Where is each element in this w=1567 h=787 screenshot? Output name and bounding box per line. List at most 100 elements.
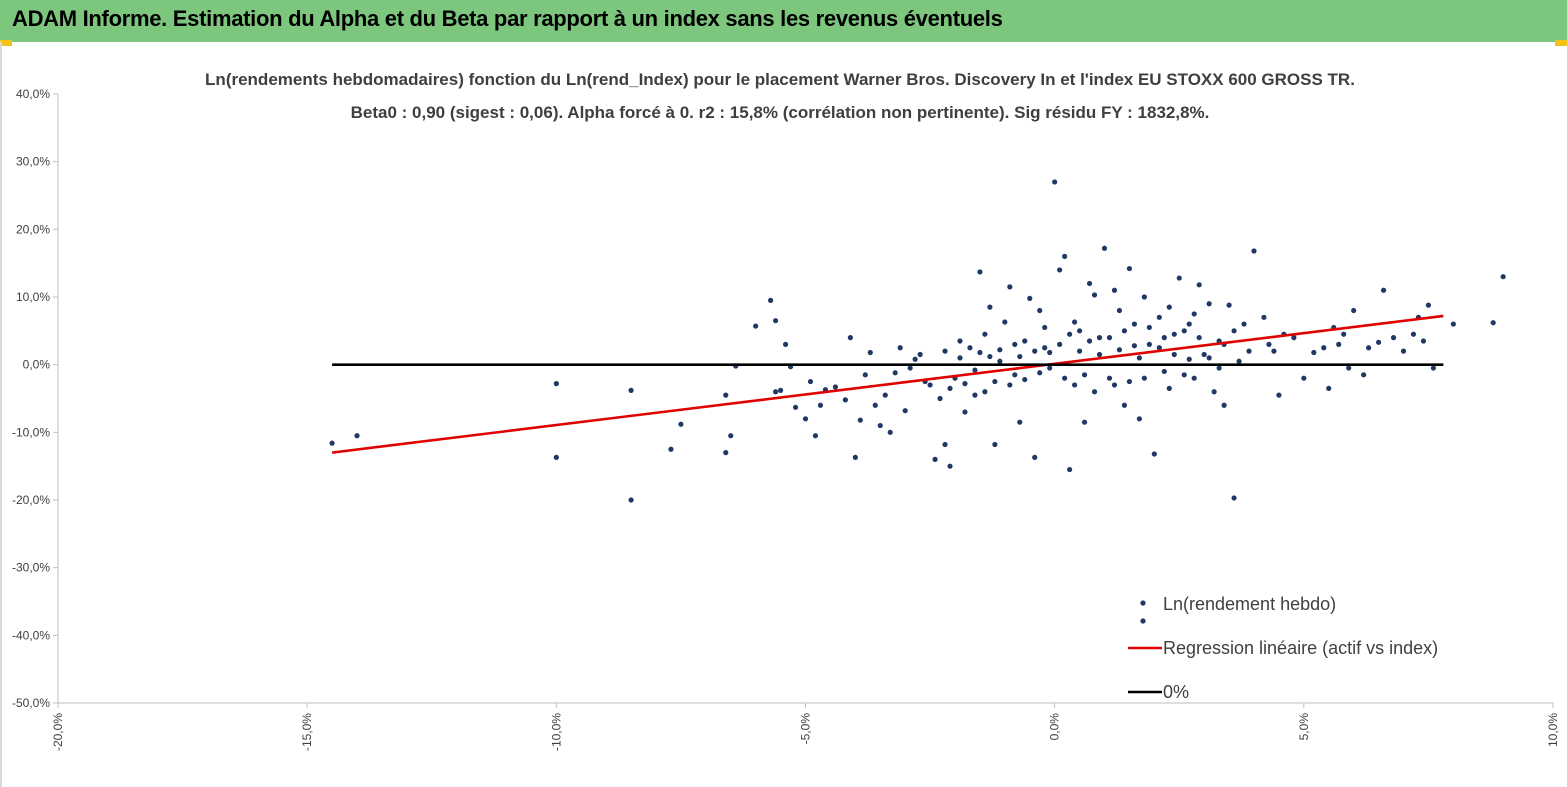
data-point [997, 347, 1003, 353]
data-point [1042, 324, 1048, 331]
data-point [977, 349, 983, 356]
data-point [1062, 375, 1068, 381]
data-point [782, 341, 789, 347]
data-point [1047, 365, 1053, 371]
data-point [872, 402, 878, 408]
data-point [942, 348, 948, 354]
data-point [1231, 328, 1237, 334]
data-point [1007, 284, 1013, 290]
data-point [1096, 351, 1103, 358]
data-point [1032, 348, 1038, 354]
data-point [329, 440, 335, 446]
x-tick-label: -10,0% [549, 713, 563, 751]
data-point [1091, 292, 1098, 298]
data-point [972, 367, 978, 373]
data-point [1236, 358, 1242, 364]
data-point [1057, 267, 1063, 273]
data-point [1121, 328, 1128, 334]
data-point [1380, 287, 1387, 293]
data-point [1096, 335, 1103, 341]
chart-axes: 40,0% 30,0% 20,0% 10,0% 0,0% -10,0% -20,0% -30,… [12, 87, 1560, 751]
chart-points [329, 179, 1506, 503]
data-point [842, 397, 848, 403]
data-point [1072, 382, 1078, 388]
data-point [1081, 372, 1088, 378]
data-point [807, 378, 814, 385]
data-point [997, 358, 1003, 364]
x-tick-label: 5,0% [1297, 713, 1311, 741]
data-point [1131, 343, 1137, 349]
data-point [1186, 356, 1192, 362]
page-title: ADAM Informe. Estimation du Alpha et du … [12, 6, 1003, 31]
data-point [1206, 355, 1212, 361]
data-point [1221, 402, 1227, 408]
data-point [1400, 348, 1407, 354]
data-point [1351, 307, 1357, 314]
data-point [768, 297, 774, 303]
data-point [852, 454, 858, 460]
data-point [1261, 314, 1267, 320]
data-point [957, 355, 963, 361]
data-point [1425, 302, 1432, 308]
data-point [1390, 335, 1397, 341]
data-point [977, 269, 983, 275]
y-tick-label: 0,0% [23, 358, 51, 372]
data-point [812, 433, 819, 439]
data-point [1022, 376, 1028, 383]
data-point [1361, 372, 1367, 378]
data-point [1076, 348, 1083, 354]
data-point [1057, 341, 1063, 347]
data-point [1037, 307, 1043, 314]
x-tick-label: -15,0% [300, 713, 314, 751]
data-point [1341, 331, 1347, 337]
data-point [817, 402, 824, 408]
data-point [1216, 365, 1222, 371]
data-point [1111, 382, 1118, 388]
y-tick-label: -40,0% [12, 628, 50, 642]
data-point [937, 395, 943, 402]
y-tick-label: 30,0% [16, 155, 50, 169]
chart-title-line2: Beta0 : 0,90 (sigest : 0,06). Alpha forc… [351, 103, 1210, 122]
data-point [723, 450, 729, 456]
banner-corner-right [1555, 40, 1567, 46]
data-point [1375, 339, 1382, 345]
data-point [1231, 495, 1237, 501]
data-point [1101, 245, 1108, 251]
legend-label-scatter: Ln(rendement hebdo) [1163, 594, 1336, 614]
data-point [1266, 341, 1272, 347]
data-point [1410, 331, 1417, 337]
data-point [553, 381, 559, 387]
chart-series-lines [331, 314, 1444, 454]
data-point [847, 335, 853, 341]
data-point [992, 441, 998, 448]
data-point [1181, 372, 1187, 378]
data-point [1007, 382, 1013, 388]
data-point [1420, 338, 1427, 344]
legend: Ln(rendement hebdo) Regression linéaire … [1128, 594, 1438, 702]
data-point [1052, 179, 1058, 185]
data-point [1146, 324, 1152, 331]
data-point [1086, 338, 1093, 344]
data-point [1276, 392, 1282, 398]
data-point [1067, 331, 1073, 337]
data-point [912, 356, 918, 362]
data-point [1321, 345, 1327, 351]
data-point [728, 433, 734, 439]
data-point [1106, 375, 1113, 381]
data-point [777, 387, 784, 393]
data-point [1012, 341, 1018, 347]
data-point [678, 421, 684, 427]
data-point [354, 433, 360, 439]
data-point [1166, 304, 1172, 310]
chart-title-line1: Ln(rendements hebdomadaires) fonction du… [205, 70, 1355, 89]
data-point [1251, 248, 1257, 254]
data-point [1181, 328, 1187, 334]
data-point [1271, 348, 1277, 354]
data-point [992, 378, 998, 385]
data-point [792, 404, 799, 410]
data-point [1241, 321, 1247, 327]
data-point [1191, 375, 1197, 381]
data-point [1037, 370, 1043, 376]
data-point [1116, 347, 1123, 353]
data-point [1091, 389, 1098, 395]
